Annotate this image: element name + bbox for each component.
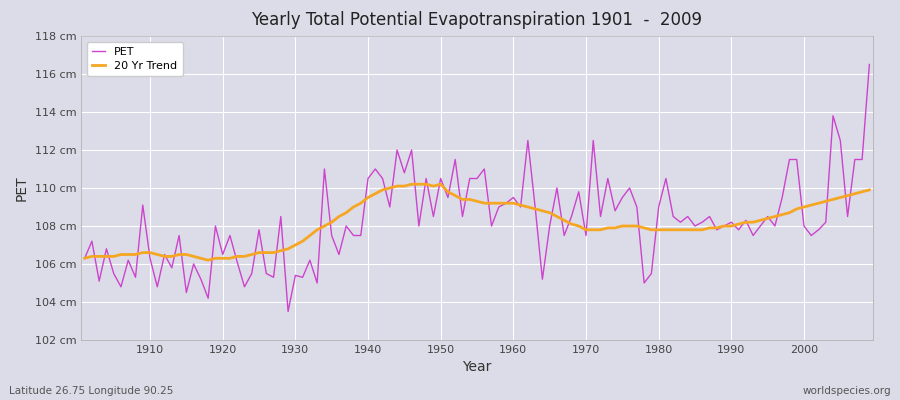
Line: PET: PET bbox=[85, 64, 869, 312]
20 Yr Trend bbox=[523, 205, 534, 210]
20 Yr Trend bbox=[406, 182, 417, 186]
20 Yr Trend bbox=[138, 250, 148, 255]
20 Yr Trend bbox=[609, 226, 620, 230]
Legend: PET, 20 Yr Trend: PET, 20 Yr Trend bbox=[86, 42, 183, 76]
PET bbox=[515, 205, 526, 210]
20 Yr Trend bbox=[515, 203, 526, 208]
PET bbox=[138, 203, 148, 208]
PET bbox=[348, 233, 359, 238]
PET bbox=[602, 176, 613, 181]
PET bbox=[79, 256, 90, 261]
Title: Yearly Total Potential Evapotranspiration 1901  -  2009: Yearly Total Potential Evapotranspiratio… bbox=[251, 11, 703, 29]
Y-axis label: PET: PET bbox=[15, 175, 29, 201]
20 Yr Trend bbox=[304, 233, 315, 238]
20 Yr Trend bbox=[348, 205, 359, 210]
X-axis label: Year: Year bbox=[463, 360, 491, 374]
Text: Latitude 26.75 Longitude 90.25: Latitude 26.75 Longitude 90.25 bbox=[9, 386, 174, 396]
Line: 20 Yr Trend: 20 Yr Trend bbox=[85, 184, 869, 260]
PET bbox=[283, 309, 293, 314]
20 Yr Trend bbox=[79, 256, 90, 261]
Text: worldspecies.org: worldspecies.org bbox=[803, 386, 891, 396]
20 Yr Trend bbox=[202, 258, 213, 263]
PET bbox=[508, 195, 518, 200]
20 Yr Trend bbox=[864, 188, 875, 192]
PET bbox=[864, 62, 875, 67]
PET bbox=[304, 258, 315, 263]
